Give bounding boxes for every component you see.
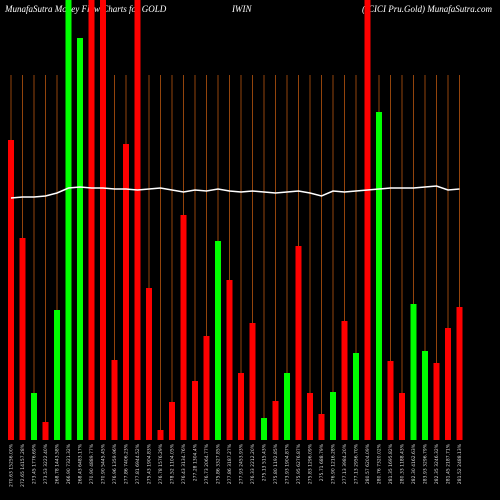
x-tick-label: 268.78 1443.58% [55,443,61,484]
bar [261,418,267,440]
bar [410,304,417,440]
bar [31,393,37,440]
bar [146,288,152,440]
x-tick-label: 273.53 3222.40% [43,443,49,484]
x-tick-label: 281.52 2488.13% [457,443,463,484]
x-tick-label: 277.93 2453.93% [239,443,245,484]
title-right: (ICICI Pru.Gold) MunafaSutra.com [362,4,492,14]
x-tick-label: 280.76 7320.02% [377,443,383,484]
bar [203,336,210,440]
x-tick-label: 276.33 2212.20% [250,443,256,484]
x-tick-label: 270.63 15256.00% [9,443,15,487]
bar [318,414,325,440]
bar [226,280,233,440]
bar [65,0,72,440]
x-tick-label: 277.81 6944.52% [135,443,141,484]
title-left: MunafaSutra Money Flow Charts for GOLD [4,4,167,14]
x-tick-label: 275.71 688.79% [319,443,325,481]
x-tick-label: 277.13 2956.70% [354,443,360,484]
bar [364,0,371,440]
bar [353,353,359,440]
bar [157,430,164,440]
bar [77,38,83,440]
x-tick-label: 275.43 1904.83% [147,443,153,484]
x-tick-label: 275.13 515.43% [262,443,268,481]
bar [134,0,141,440]
bar [19,238,26,440]
bar [238,373,244,440]
x-tick-label: 273.45 1776.69% [32,443,38,484]
bar [422,351,428,440]
x-tick-label: 282.35 3246.32% [434,443,440,484]
x-tick-label: 280.33 1188.43% [400,443,406,484]
bar [42,422,49,440]
bar [8,140,14,440]
x-tick-label: 268.43 6483.17% [78,443,84,484]
bar [54,310,60,440]
bar [123,144,129,440]
bar [433,363,440,440]
x-tick-label: 277.86 3187.27% [227,443,233,484]
x-tick-label: 278.52 1104.05% [170,443,176,484]
bar [445,328,451,440]
bar [192,381,198,440]
bar [295,246,302,440]
x-tick-label: 276.78 1576.29% [158,443,164,484]
x-tick-label: 270.90 5445.45% [101,443,107,484]
x-tick-label: 283.93 3296.79% [423,443,429,484]
x-tick-label: 275.83 1296.09% [308,443,314,484]
x-tick-label: 280.57 6204.09% [365,443,371,484]
bar [376,112,382,440]
x-tick-label: 281.35 1695.82% [388,443,394,484]
bar [100,0,106,440]
bar [341,321,348,440]
bar [180,215,187,440]
x-tick-label: 276.43 3134.76% [181,443,187,484]
bar [330,392,336,440]
x-tick-label: 277.86 7406.23% [124,443,130,484]
bar [399,393,405,440]
x-tick-label: 276.73 2064.77% [204,443,210,484]
bar [215,241,221,440]
title-center: IWIN [231,4,252,14]
bar [88,0,95,440]
x-tick-label: 272.65 14157.28% [20,443,26,487]
x-tick-label: 276.90 1216.28% [331,443,337,484]
bar [272,401,279,440]
x-tick-label: 275.86 3327.85% [216,443,222,484]
x-tick-label: 270.90 4889.77% [89,443,95,484]
x-tick-label: 266.90 7321.32% [66,443,72,484]
bar [307,393,313,440]
bar [387,361,394,440]
bar [249,323,256,440]
bar [169,402,175,440]
x-tick-label: 282.30 4162.63% [411,443,417,484]
flow-line [10,185,460,199]
bar [456,307,463,440]
bar [111,360,118,440]
x-tick-label: 277.28 1304.4% [193,443,199,481]
x-tick-label: 275.95 6276.87% [296,443,302,484]
x-tick-label: 276.96 1359.96% [112,443,118,484]
x-tick-label: 275.80 1192.85% [273,443,279,484]
bar [284,373,290,440]
x-tick-label: 281.45 2187.71% [446,443,452,484]
x-tick-label: 277.13 3984.20% [342,443,348,484]
x-tick-label: 273.93 1904.87% [285,443,291,484]
